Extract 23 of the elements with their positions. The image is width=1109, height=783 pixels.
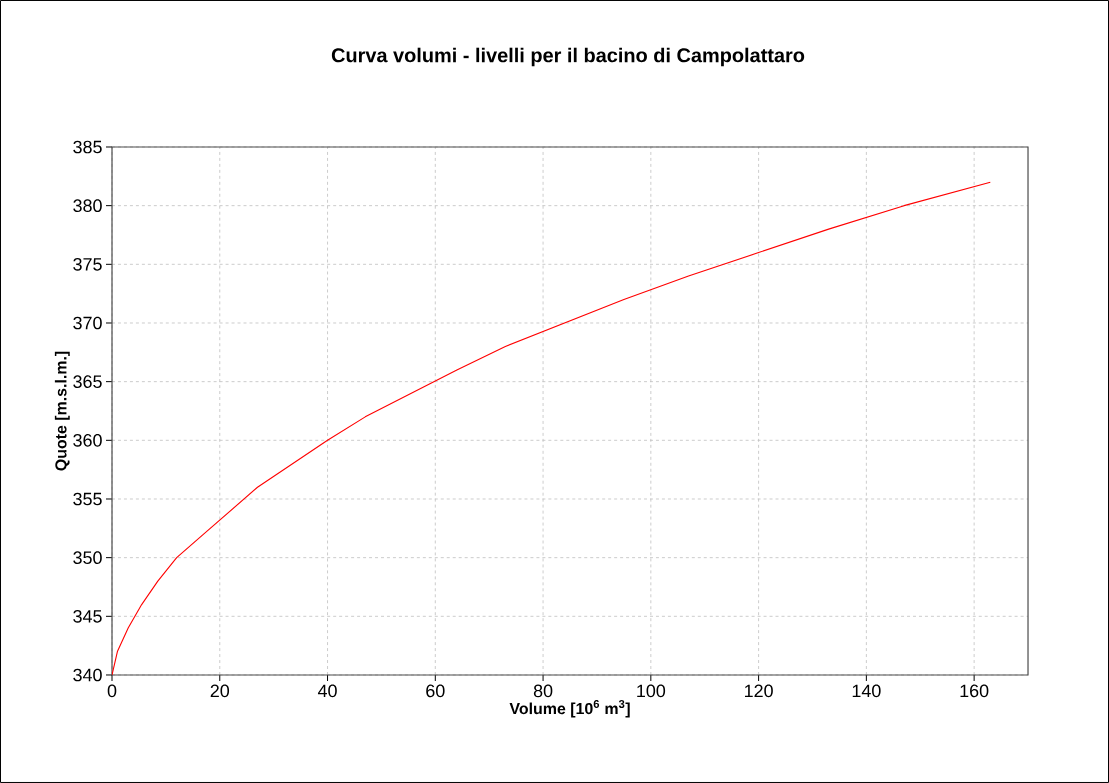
y-tick-label: 355 xyxy=(73,492,102,506)
x-tick-label: 120 xyxy=(745,684,773,698)
x-tick-label: 40 xyxy=(317,684,337,698)
y-tick-label: 375 xyxy=(73,257,102,271)
x-tick-label: 0 xyxy=(107,684,117,698)
y-axis-title: Quote [m.s.l.m.] xyxy=(54,351,70,471)
chart-title: Curva volumi - livelli per il bacino di Campolattaro xyxy=(331,47,805,67)
y-tick-label: 360 xyxy=(73,433,102,447)
x-tick-label: 20 xyxy=(210,684,230,698)
x-tick-label: 100 xyxy=(637,684,666,698)
y-tick-label: 365 xyxy=(73,375,102,388)
x-tick-label: 60 xyxy=(426,684,445,698)
y-tick-label: 380 xyxy=(73,199,102,212)
x-tick-label: 80 xyxy=(533,684,553,698)
x-tick-label: 160 xyxy=(960,684,989,698)
y-tick-label: 345 xyxy=(73,609,102,623)
y-tick-label: 350 xyxy=(73,551,102,564)
y-tick-label: 385 xyxy=(73,140,102,154)
line-series xyxy=(112,181,991,675)
x-axis-title: Volume [10$^{6}$ m$^{3}$] xyxy=(509,700,630,718)
y-tick-label: 340 xyxy=(73,668,102,682)
x-tick-label: 140 xyxy=(852,684,881,698)
y-tick-label: 370 xyxy=(73,316,102,330)
